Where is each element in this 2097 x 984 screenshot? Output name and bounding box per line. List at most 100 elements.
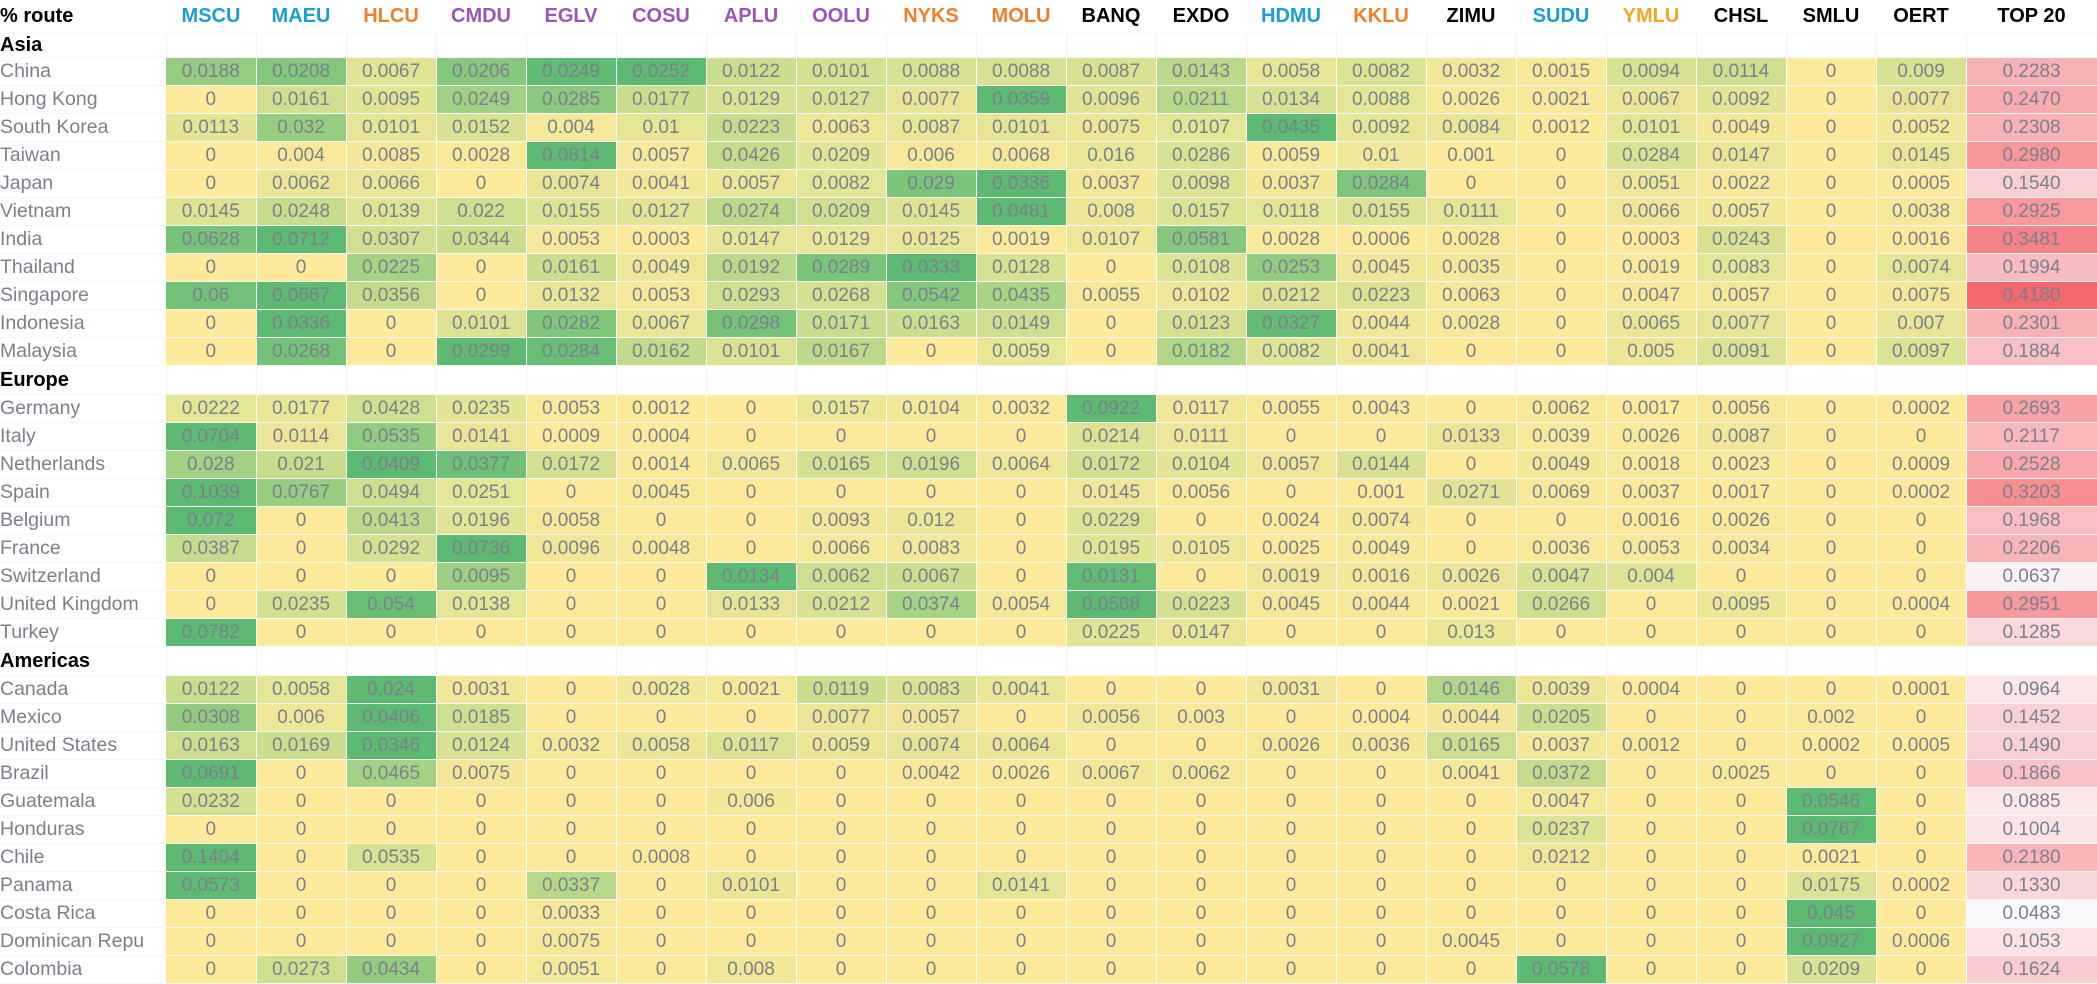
column-header-maeu[interactable]: MAEU	[256, 0, 346, 34]
heatmap-cell: 0	[1696, 815, 1787, 844]
row-label: Dominican Repu	[0, 927, 166, 956]
section-spacer-cell	[616, 365, 707, 395]
heatmap-cell: 0.0141	[976, 871, 1067, 900]
column-header-hdmu[interactable]: HDMU	[1246, 0, 1336, 34]
heatmap-cell: 0	[1156, 562, 1247, 591]
heatmap-cell: 0.0268	[796, 281, 887, 310]
heatmap-cell: 0.0542	[886, 281, 977, 310]
heatmap-cell: 0.0253	[1246, 253, 1337, 282]
heatmap-cell: 0.0044	[1336, 590, 1427, 619]
table-row: United Kingdom 0 0.0235 0.054 0.0138 0 0 0.0133…	[0, 590, 2097, 619]
table-row: Turkey 0.0782 0 0 0 0 0 0 0 0 0 0.0225 0.0147 0 0 0.013…	[0, 618, 2097, 647]
heatmap-cell: 0.0209	[796, 197, 887, 226]
section-spacer-cell	[1876, 33, 1967, 58]
heatmap-cell: 0	[526, 618, 617, 647]
column-header-eglv[interactable]: EGLV	[526, 0, 616, 34]
heatmap-cell: 0.0167	[796, 337, 887, 366]
column-header-cmdu[interactable]: CMDU	[436, 0, 526, 34]
table-row: Taiwan 0 0.004 0.0085 0.0028 0.0814 0.0057 0.04…	[0, 141, 2097, 170]
heatmap-cell: 0.0019	[1606, 253, 1697, 282]
heatmap-cell: 0.0129	[706, 85, 797, 114]
column-header-top20[interactable]: TOP 20	[1966, 0, 2097, 34]
heatmap-cell: 0.004	[256, 141, 347, 170]
heatmap-cell: 0	[1606, 590, 1697, 619]
column-header-kklu[interactable]: KKLU	[1336, 0, 1426, 34]
heatmap-cell: 0.0026	[1606, 422, 1697, 451]
heatmap-cell: 0	[166, 337, 257, 366]
heatmap-cell: 0.0002	[1876, 394, 1967, 423]
top20-cell: 0.1884	[1966, 337, 2097, 366]
heatmap-cell: 0	[1786, 337, 1877, 366]
heatmap-cell: 0	[436, 787, 527, 816]
section-spacer-cell	[1966, 646, 2097, 676]
heatmap-cell: 0	[1066, 337, 1157, 366]
column-header-ymlu[interactable]: YMLU	[1606, 0, 1696, 34]
section-spacer-cell	[346, 365, 437, 395]
column-header-zimu[interactable]: ZIMU	[1426, 0, 1516, 34]
heatmap-cell: 0.0122	[706, 57, 797, 86]
column-header-sudu[interactable]: SUDU	[1516, 0, 1606, 34]
heatmap-cell: 0.0165	[796, 450, 887, 479]
table-row: South Korea 0.0113 0.032 0.0101 0.0152 0.004 0…	[0, 113, 2097, 142]
heatmap-cell: 0	[436, 618, 527, 647]
heatmap-cell: 0	[1246, 815, 1337, 844]
heatmap-cell: 0	[1336, 927, 1427, 956]
column-header-oolu[interactable]: OOLU	[796, 0, 886, 34]
top20-cell: 0.1624	[1966, 955, 2097, 984]
heatmap-cell: 0.0284	[1336, 169, 1427, 198]
column-header-smlu[interactable]: SMLU	[1786, 0, 1876, 34]
heatmap-cell: 0.0101	[796, 57, 887, 86]
heatmap-cell: 0.0117	[1156, 394, 1247, 423]
heatmap-cell: 0	[1156, 927, 1247, 956]
heatmap-cell: 0.0044	[1336, 309, 1427, 338]
heatmap-cell: 0.0083	[886, 675, 977, 704]
heatmap-cell: 0.0016	[1606, 506, 1697, 535]
heatmap-cell: 0.032	[256, 113, 347, 142]
heatmap-cell: 0	[1876, 534, 1967, 563]
table-row: Germany 0.0222 0.0177 0.0428 0.0235 0.0053 0.0…	[0, 394, 2097, 423]
section-spacer-cell	[1876, 365, 1967, 395]
heatmap-cell: 0.0129	[796, 225, 887, 254]
heatmap-cell: 0.0022	[1696, 169, 1787, 198]
column-header-aplu[interactable]: APLU	[706, 0, 796, 34]
heatmap-cell: 0.0157	[1156, 197, 1247, 226]
column-header-oert[interactable]: OERT	[1876, 0, 1966, 34]
heatmap-cell: 0	[706, 703, 797, 732]
heatmap-cell: 0	[1696, 871, 1787, 900]
table-row: France 0.0387 0 0.0292 0.0736 0.0096 0.0048 0 0.…	[0, 534, 2097, 563]
heatmap-cell: 0.0169	[256, 731, 347, 760]
heatmap-cell: 0	[1696, 787, 1787, 816]
heatmap-cell: 0.0067	[886, 562, 977, 591]
column-header-mscu[interactable]: MSCU	[166, 0, 256, 34]
heatmap-cell: 0.0026	[1246, 731, 1337, 760]
heatmap-cell: 0.0249	[436, 85, 527, 114]
column-header-molu[interactable]: MOLU	[976, 0, 1066, 34]
column-header-nyks[interactable]: NYKS	[886, 0, 976, 34]
heatmap-cell: 0	[886, 422, 977, 451]
heatmap-cell: 0.0307	[346, 225, 437, 254]
heatmap-cell: 0	[1336, 955, 1427, 984]
column-header-cosu[interactable]: COSU	[616, 0, 706, 34]
heatmap-cell: 0.0082	[1336, 57, 1427, 86]
heatmap-cell: 0.0063	[1426, 281, 1517, 310]
heatmap-cell: 0	[1066, 731, 1157, 760]
heatmap-cell: 0	[1426, 169, 1517, 198]
top20-cell: 0.2308	[1966, 113, 2097, 142]
column-header-banq[interactable]: BANQ	[1066, 0, 1156, 34]
heatmap-cell: 0	[166, 169, 257, 198]
column-header-hlcu[interactable]: HLCU	[346, 0, 436, 34]
section-spacer-cell	[886, 365, 977, 395]
column-header-chsl[interactable]: CHSL	[1696, 0, 1786, 34]
heatmap-cell: 0	[1246, 478, 1337, 507]
heatmap-cell: 0.0268	[256, 337, 347, 366]
column-header-exdo[interactable]: EXDO	[1156, 0, 1246, 34]
heatmap-cell: 0.0225	[346, 253, 437, 282]
heatmap-cell: 0.0113	[166, 113, 257, 142]
table-row: Switzerland 0 0 0 0.0095 0 0 0.0134 0.0062 0.0067…	[0, 562, 2097, 591]
heatmap-cell: 0.0119	[796, 675, 887, 704]
section-label: Europe	[0, 365, 167, 395]
heatmap-cell: 0	[1606, 955, 1697, 984]
heatmap-cell: 0.0922	[1066, 394, 1157, 423]
heatmap-cell: 0.0147	[1156, 618, 1247, 647]
table-row: Belgium 0.072 0 0.0413 0.0196 0.0058 0 0 0.0093 0…	[0, 506, 2097, 535]
